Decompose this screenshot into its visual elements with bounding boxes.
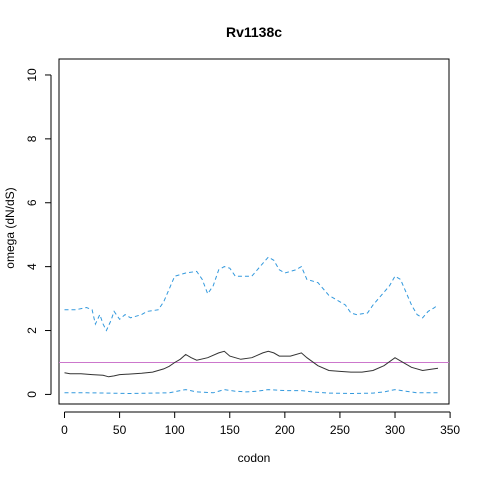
series-line-mean bbox=[64, 350, 439, 378]
series-line-lower bbox=[64, 389, 438, 395]
plot-frame bbox=[58, 58, 450, 405]
y-tick-label: 4 bbox=[25, 263, 39, 270]
series-line-upper bbox=[64, 256, 439, 332]
chart-title: Rv1138c bbox=[226, 24, 282, 40]
y-tick-label: 0 bbox=[25, 391, 39, 398]
plot-area: 0 50 100 150 200 250 300 350 0 2 4 6 8 10 bbox=[25, 58, 460, 437]
y-tick-label: 10 bbox=[25, 68, 39, 82]
x-tick-label: 300 bbox=[385, 423, 405, 437]
x-tick-label: 200 bbox=[275, 423, 295, 437]
y-tick-label: 2 bbox=[25, 327, 39, 334]
x-axis-label: codon bbox=[238, 451, 271, 465]
y-tick-label: 6 bbox=[25, 199, 39, 206]
x-tick-label: 250 bbox=[330, 423, 350, 437]
x-tick-label: 100 bbox=[165, 423, 185, 437]
x-tick-label: 350 bbox=[440, 423, 460, 437]
y-axis-label: omega (dN/dS) bbox=[3, 187, 17, 268]
y-tick-label: 8 bbox=[25, 135, 39, 142]
x-tick-label: 50 bbox=[113, 423, 127, 437]
x-tick-label: 150 bbox=[220, 423, 240, 437]
x-tick-label: 0 bbox=[61, 423, 68, 437]
